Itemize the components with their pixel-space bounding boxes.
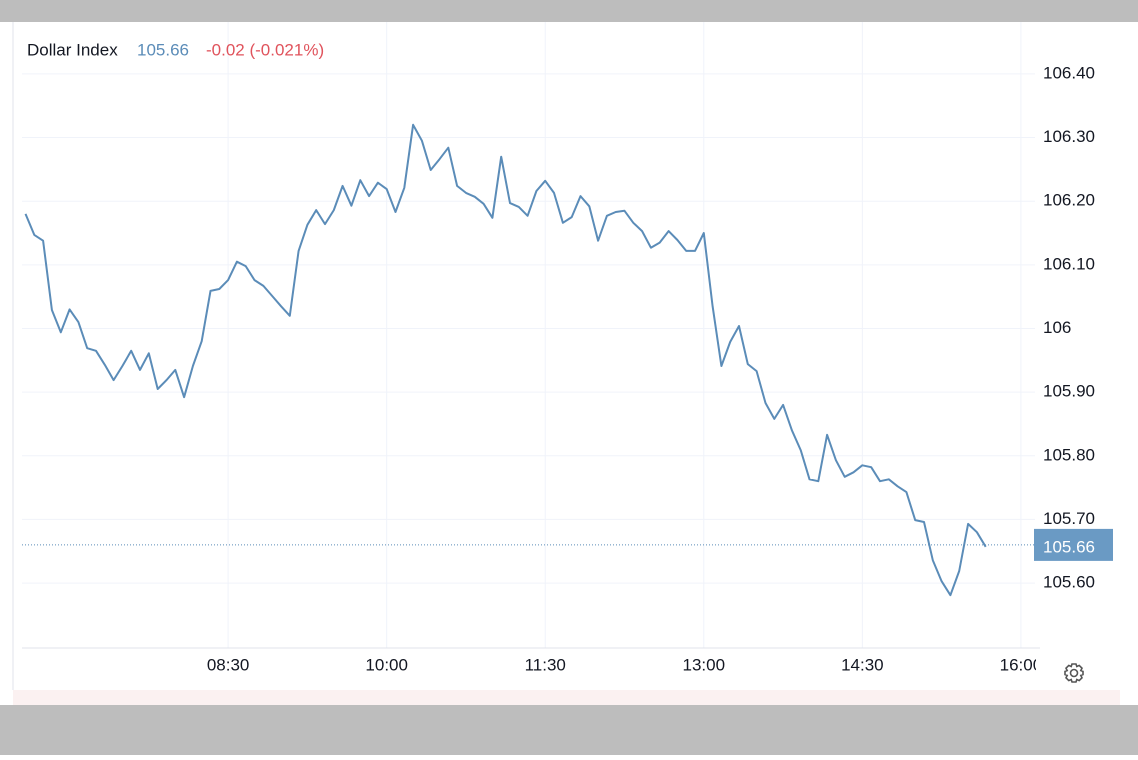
y-tick-label: 106.40	[1043, 63, 1095, 82]
price-line	[24, 123, 987, 597]
y-tick-label: 106.10	[1043, 254, 1095, 273]
y-tick-label: 106.30	[1043, 127, 1095, 146]
y-tick-label: 105.70	[1043, 509, 1095, 528]
y-tick-label: 105.60	[1043, 573, 1095, 592]
last-price-label: 105.66	[1043, 537, 1095, 556]
price-change: -0.02 (-0.021%)	[206, 40, 324, 59]
y-tick-label: 106.20	[1043, 191, 1095, 210]
last-price: 105.66	[137, 40, 189, 59]
plot	[22, 123, 1035, 597]
grid	[22, 22, 1040, 649]
x-tick-label: 13:00	[683, 655, 726, 674]
axes: 105.60 105.70 105.80 105.90 106 106.10 106.20 1…	[207, 63, 1113, 674]
x-tick-label: 10:00	[365, 655, 408, 674]
bottom-bar	[0, 705, 1138, 755]
y-tick-label: 106	[1043, 318, 1071, 337]
chart-panel	[13, 22, 1120, 705]
top-bar	[0, 0, 1138, 22]
y-tick-label: 105.80	[1043, 445, 1095, 464]
x-tick-labels: 08:30 10:00 11:30 13:00 14:30 16:00	[207, 655, 1043, 674]
x-tick-label: 14:30	[841, 655, 884, 674]
last-price-box	[1034, 528, 1113, 561]
x-tick-label: 16:00	[1000, 655, 1043, 674]
bottom-strip	[13, 690, 1120, 705]
x-tick-label: 11:30	[525, 655, 566, 674]
y-tick-label: 105.90	[1043, 382, 1095, 401]
settings-icon[interactable]	[1064, 663, 1084, 683]
chart-title: Dollar Index	[27, 40, 118, 59]
x-tick-label: 08:30	[207, 655, 250, 674]
